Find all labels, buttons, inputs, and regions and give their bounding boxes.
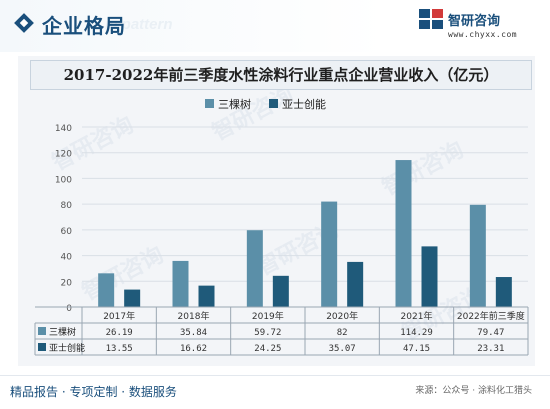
table-swatch-series-2 <box>38 343 46 351</box>
y-tick-label: 40 <box>61 253 73 263</box>
page-footer: 精品报告 · 专项定制 · 数据服务 来源：公众号 · 涂料化工猎头 <box>0 375 550 409</box>
bar-series-1 <box>395 160 412 307</box>
data-label-series-2: 24.25 <box>254 344 281 354</box>
bar-series-2 <box>347 261 364 307</box>
brand-name: 智研咨询 <box>448 14 501 29</box>
bar-series-2 <box>124 289 141 307</box>
footer-source: 来源：公众号 · 涂料化工猎头 <box>415 386 532 396</box>
x-tick-label: 2022年前三季度 <box>457 310 525 322</box>
data-label-series-1: 82 <box>337 328 348 338</box>
brand-url: www.chyxx.com <box>448 30 518 39</box>
x-tick-label: 2021年 <box>401 310 433 322</box>
bar-series-1 <box>321 201 338 307</box>
x-tick-label: 2018年 <box>178 310 210 322</box>
data-label-series-2: 13.55 <box>106 344 133 354</box>
data-label-series-2: 23.31 <box>477 344 504 354</box>
bar-series-2 <box>495 277 512 307</box>
header-ghost-text: ie pattern <box>105 16 173 33</box>
bar-series-1 <box>98 273 115 307</box>
y-tick-label: 120 <box>55 150 72 160</box>
legend-label-series-2: 亚士创能 <box>282 98 326 111</box>
bar-series-2 <box>421 246 438 307</box>
data-label-series-2: 47.15 <box>403 344 430 354</box>
y-tick-label: 60 <box>61 227 73 237</box>
table-series-label: 亚士创能 <box>49 342 85 354</box>
table-series-label: 三棵树 <box>49 326 76 338</box>
table-swatch-series-1 <box>38 327 46 335</box>
bar-series-1 <box>172 260 189 307</box>
x-tick-label: 2020年 <box>326 310 358 322</box>
data-label-series-1: 26.19 <box>106 328 133 338</box>
legend-swatch-series-1 <box>205 99 214 108</box>
x-tick-label: 2017年 <box>103 310 135 322</box>
bar-series-1 <box>469 204 486 307</box>
bar-series-2 <box>198 285 215 307</box>
page-header: ie pattern 企业格局 智研咨询 www.chyxx.com <box>0 0 550 52</box>
y-tick-label: 80 <box>61 201 73 211</box>
data-label-series-1: 59.72 <box>254 328 281 338</box>
y-tick-label: 100 <box>55 175 72 185</box>
y-tick-label: 140 <box>55 124 72 134</box>
data-label-series-1: 79.47 <box>477 328 504 338</box>
chart-title: 2017-2022年前三季度水性涂料行业重点企业营业收入（亿元） <box>30 60 532 90</box>
data-label-series-2: 35.07 <box>329 344 356 354</box>
legend-swatch-series-2 <box>269 99 278 108</box>
section-marker-icon <box>14 13 34 33</box>
legend-label-series-1: 三棵树 <box>218 98 251 111</box>
y-tick-label: 0 <box>66 304 72 314</box>
footer-services: 精品报告 · 专项定制 · 数据服务 <box>10 385 177 399</box>
data-label-series-1: 114.29 <box>400 328 433 338</box>
bar-series-1 <box>246 230 263 307</box>
brand-block: 智研咨询 www.chyxx.com <box>388 6 538 46</box>
bar-series-2 <box>272 275 289 307</box>
page-title: 企业格局 <box>42 14 126 38</box>
data-label-series-2: 16.62 <box>180 344 207 354</box>
x-tick-label: 2019年 <box>252 310 284 322</box>
data-label-series-1: 35.84 <box>180 328 207 338</box>
y-tick-label: 20 <box>61 278 73 288</box>
brand-logo-icon <box>419 9 443 29</box>
